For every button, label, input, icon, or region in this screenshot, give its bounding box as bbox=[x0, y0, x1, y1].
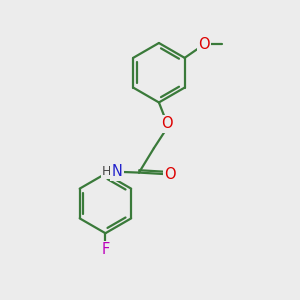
Text: O: O bbox=[198, 37, 210, 52]
Text: N: N bbox=[112, 164, 122, 179]
Text: O: O bbox=[164, 167, 176, 182]
Text: O: O bbox=[161, 116, 173, 131]
Text: H: H bbox=[102, 166, 111, 178]
Text: F: F bbox=[101, 242, 110, 257]
